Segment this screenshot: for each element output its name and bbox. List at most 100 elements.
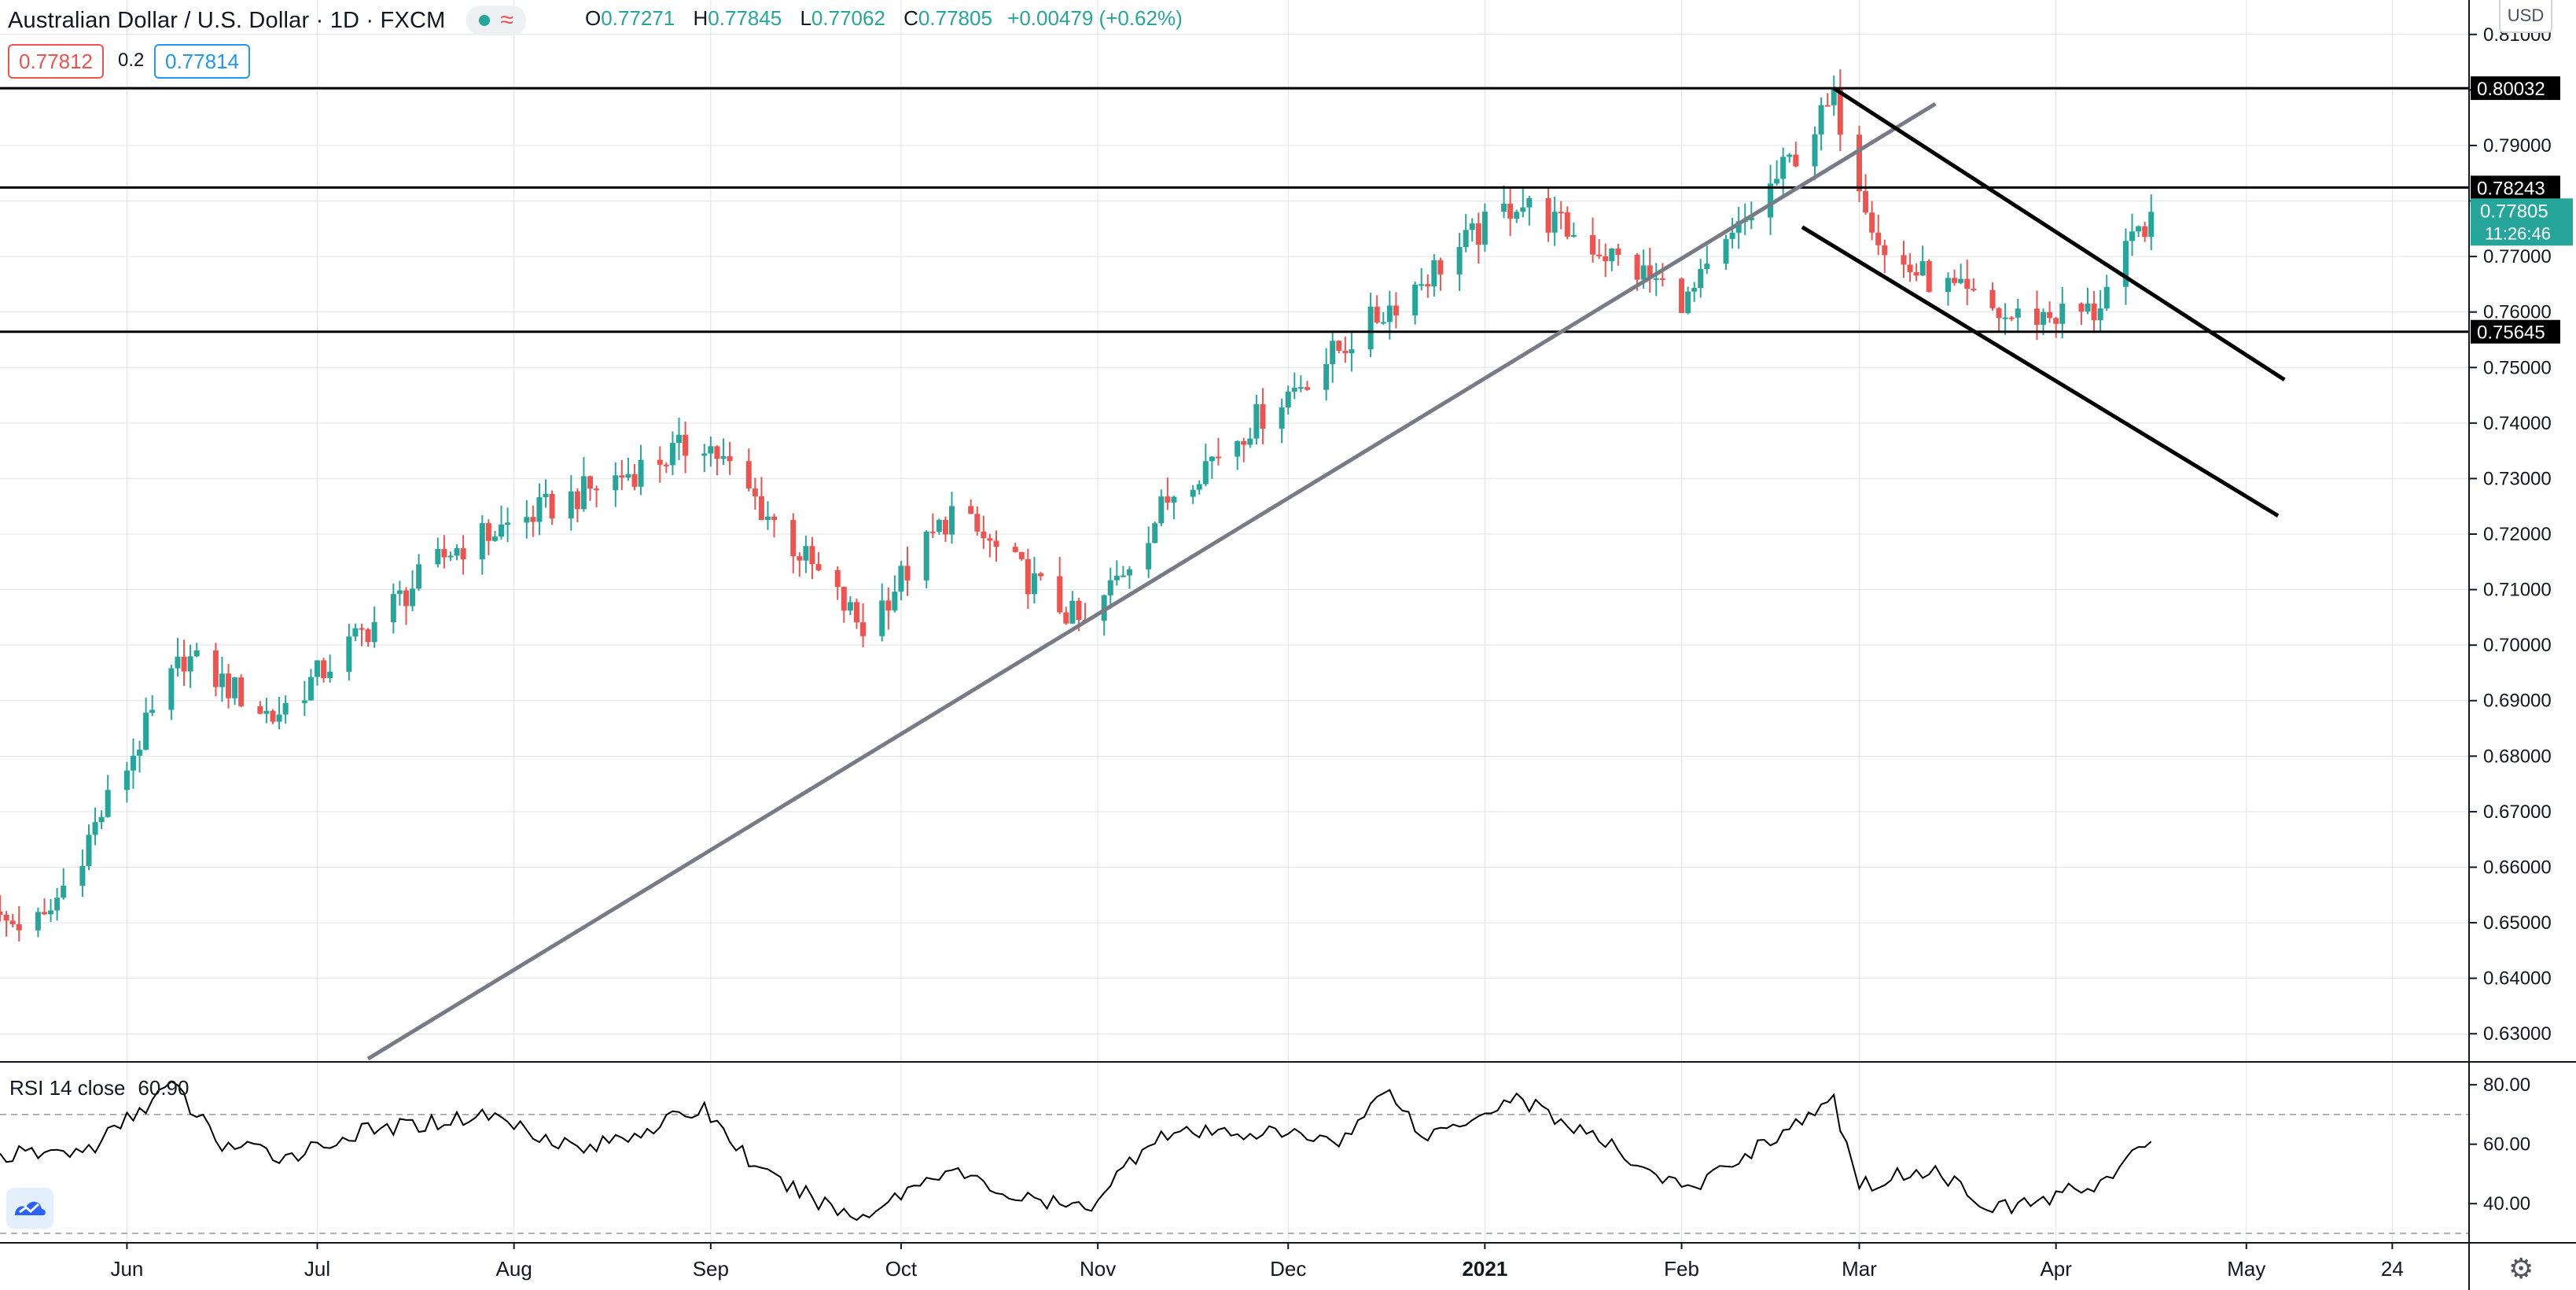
candle-body [1146, 543, 1152, 569]
candle-body [1691, 288, 1698, 292]
candle-body [1196, 484, 1202, 490]
candle-body [968, 506, 974, 514]
candle-body [181, 656, 187, 672]
candle-body [625, 474, 631, 478]
candle-body [1971, 289, 1977, 291]
candle-body [327, 671, 333, 679]
candle-body [1875, 232, 1882, 245]
tradingview-logo[interactable] [6, 1188, 53, 1229]
candle-body [2033, 308, 2040, 325]
time-tick-label: Dec [1270, 1257, 1306, 1281]
candle-body [149, 710, 156, 713]
candle-body [1564, 212, 1570, 237]
settings-gear-icon[interactable]: ⚙ [2508, 1252, 2534, 1284]
candle-body [1570, 234, 1577, 237]
level-price-tag [2471, 76, 2560, 101]
candle-body [853, 602, 859, 623]
candle-body [2053, 318, 2059, 324]
candle-body [1996, 308, 2002, 319]
candle-body [1526, 197, 1533, 208]
indicator-toggle[interactable]: ≈ [466, 6, 526, 35]
candle-body [638, 459, 644, 487]
low-value: 0.77062 [811, 6, 885, 30]
candle-body [727, 456, 733, 462]
candle-body [282, 702, 289, 715]
sell-button[interactable]: 0.77812 [8, 44, 104, 79]
candle-body [708, 446, 714, 454]
rsi-legend[interactable]: RSI 14 close 60.90 [9, 1076, 189, 1100]
candle-body [168, 668, 175, 710]
candle-body [130, 755, 136, 771]
candle-body [54, 897, 61, 911]
candle-body [2008, 317, 2015, 319]
candle-body [936, 519, 942, 533]
candle-body [1787, 154, 1793, 157]
candle-body [790, 520, 797, 557]
candle-body [1647, 265, 1653, 278]
candle-body [720, 456, 727, 459]
candle-body [1659, 278, 1665, 280]
candle-body [1158, 496, 1165, 524]
candle-body [1425, 284, 1431, 287]
candle-body [1735, 221, 1742, 233]
price-tick-label: 0.69000 [2483, 691, 2552, 712]
candle-body [460, 548, 466, 560]
candle-body [435, 549, 441, 565]
price-tick-label: 0.73000 [2483, 468, 2552, 489]
candle-body [3, 914, 9, 921]
candle-body [2015, 308, 2021, 318]
candle-body [613, 475, 619, 491]
candle-body [1952, 278, 1958, 283]
symbol-header[interactable]: Australian Dollar / U.S. Dollar · 1D · F… [8, 5, 526, 36]
candle-body [587, 476, 594, 489]
candle-body [16, 923, 22, 931]
candle-body [390, 594, 396, 623]
candle-body [2142, 226, 2148, 238]
price-tick-label: 0.64000 [2483, 968, 2552, 990]
currency-button[interactable]: USD [2499, 0, 2552, 33]
candle-body [315, 660, 320, 677]
candle-body [1419, 284, 1425, 286]
level-price-label: 0.75645 [2477, 322, 2545, 344]
candle-body [752, 488, 758, 496]
candle-body [1260, 404, 1266, 429]
close-value: 0.77805 [918, 6, 992, 30]
candle-body [219, 673, 225, 687]
candle-body [1831, 87, 1837, 105]
candle-body [41, 912, 47, 915]
symbol-title[interactable]: Australian Dollar / U.S. Dollar · 1D · F… [8, 7, 446, 33]
candle-body [1209, 456, 1215, 462]
rsi-value: 60.90 [138, 1076, 190, 1100]
candle-body [1945, 278, 1951, 293]
candle-body [1253, 404, 1260, 439]
candle-body [1412, 284, 1419, 315]
candle-body [2097, 308, 2103, 321]
candle-body [416, 564, 422, 589]
buy-button[interactable]: 0.77814 [154, 44, 250, 79]
candle-body [485, 523, 491, 541]
candle-body [834, 569, 841, 588]
candle-body [771, 516, 778, 521]
candle-body [1520, 207, 1526, 212]
price-tick-label: 0.71000 [2483, 580, 2552, 601]
candle-body [580, 476, 587, 510]
candle-body [1768, 183, 1774, 218]
candle-body [619, 475, 625, 478]
candle-body [1456, 247, 1463, 275]
candle-body [1615, 249, 1621, 255]
rsi-line [0, 1080, 2152, 1222]
level-price-tag [2471, 175, 2560, 200]
candle-body [1393, 305, 1399, 315]
candle-body [1297, 387, 1304, 389]
candle-body [175, 656, 181, 669]
price-tick-label: 0.79000 [2483, 135, 2552, 157]
rsi-tick-label: 60.00 [2483, 1134, 2530, 1155]
time-tick-label: Jul [304, 1257, 330, 1281]
price-tick-label: 0.76000 [2483, 302, 2552, 323]
candle-body [1729, 232, 1735, 239]
candle-body [1824, 105, 1831, 107]
candle-body [1634, 254, 1640, 280]
candlestick-toggle-icon[interactable]: ≈ [500, 7, 513, 33]
